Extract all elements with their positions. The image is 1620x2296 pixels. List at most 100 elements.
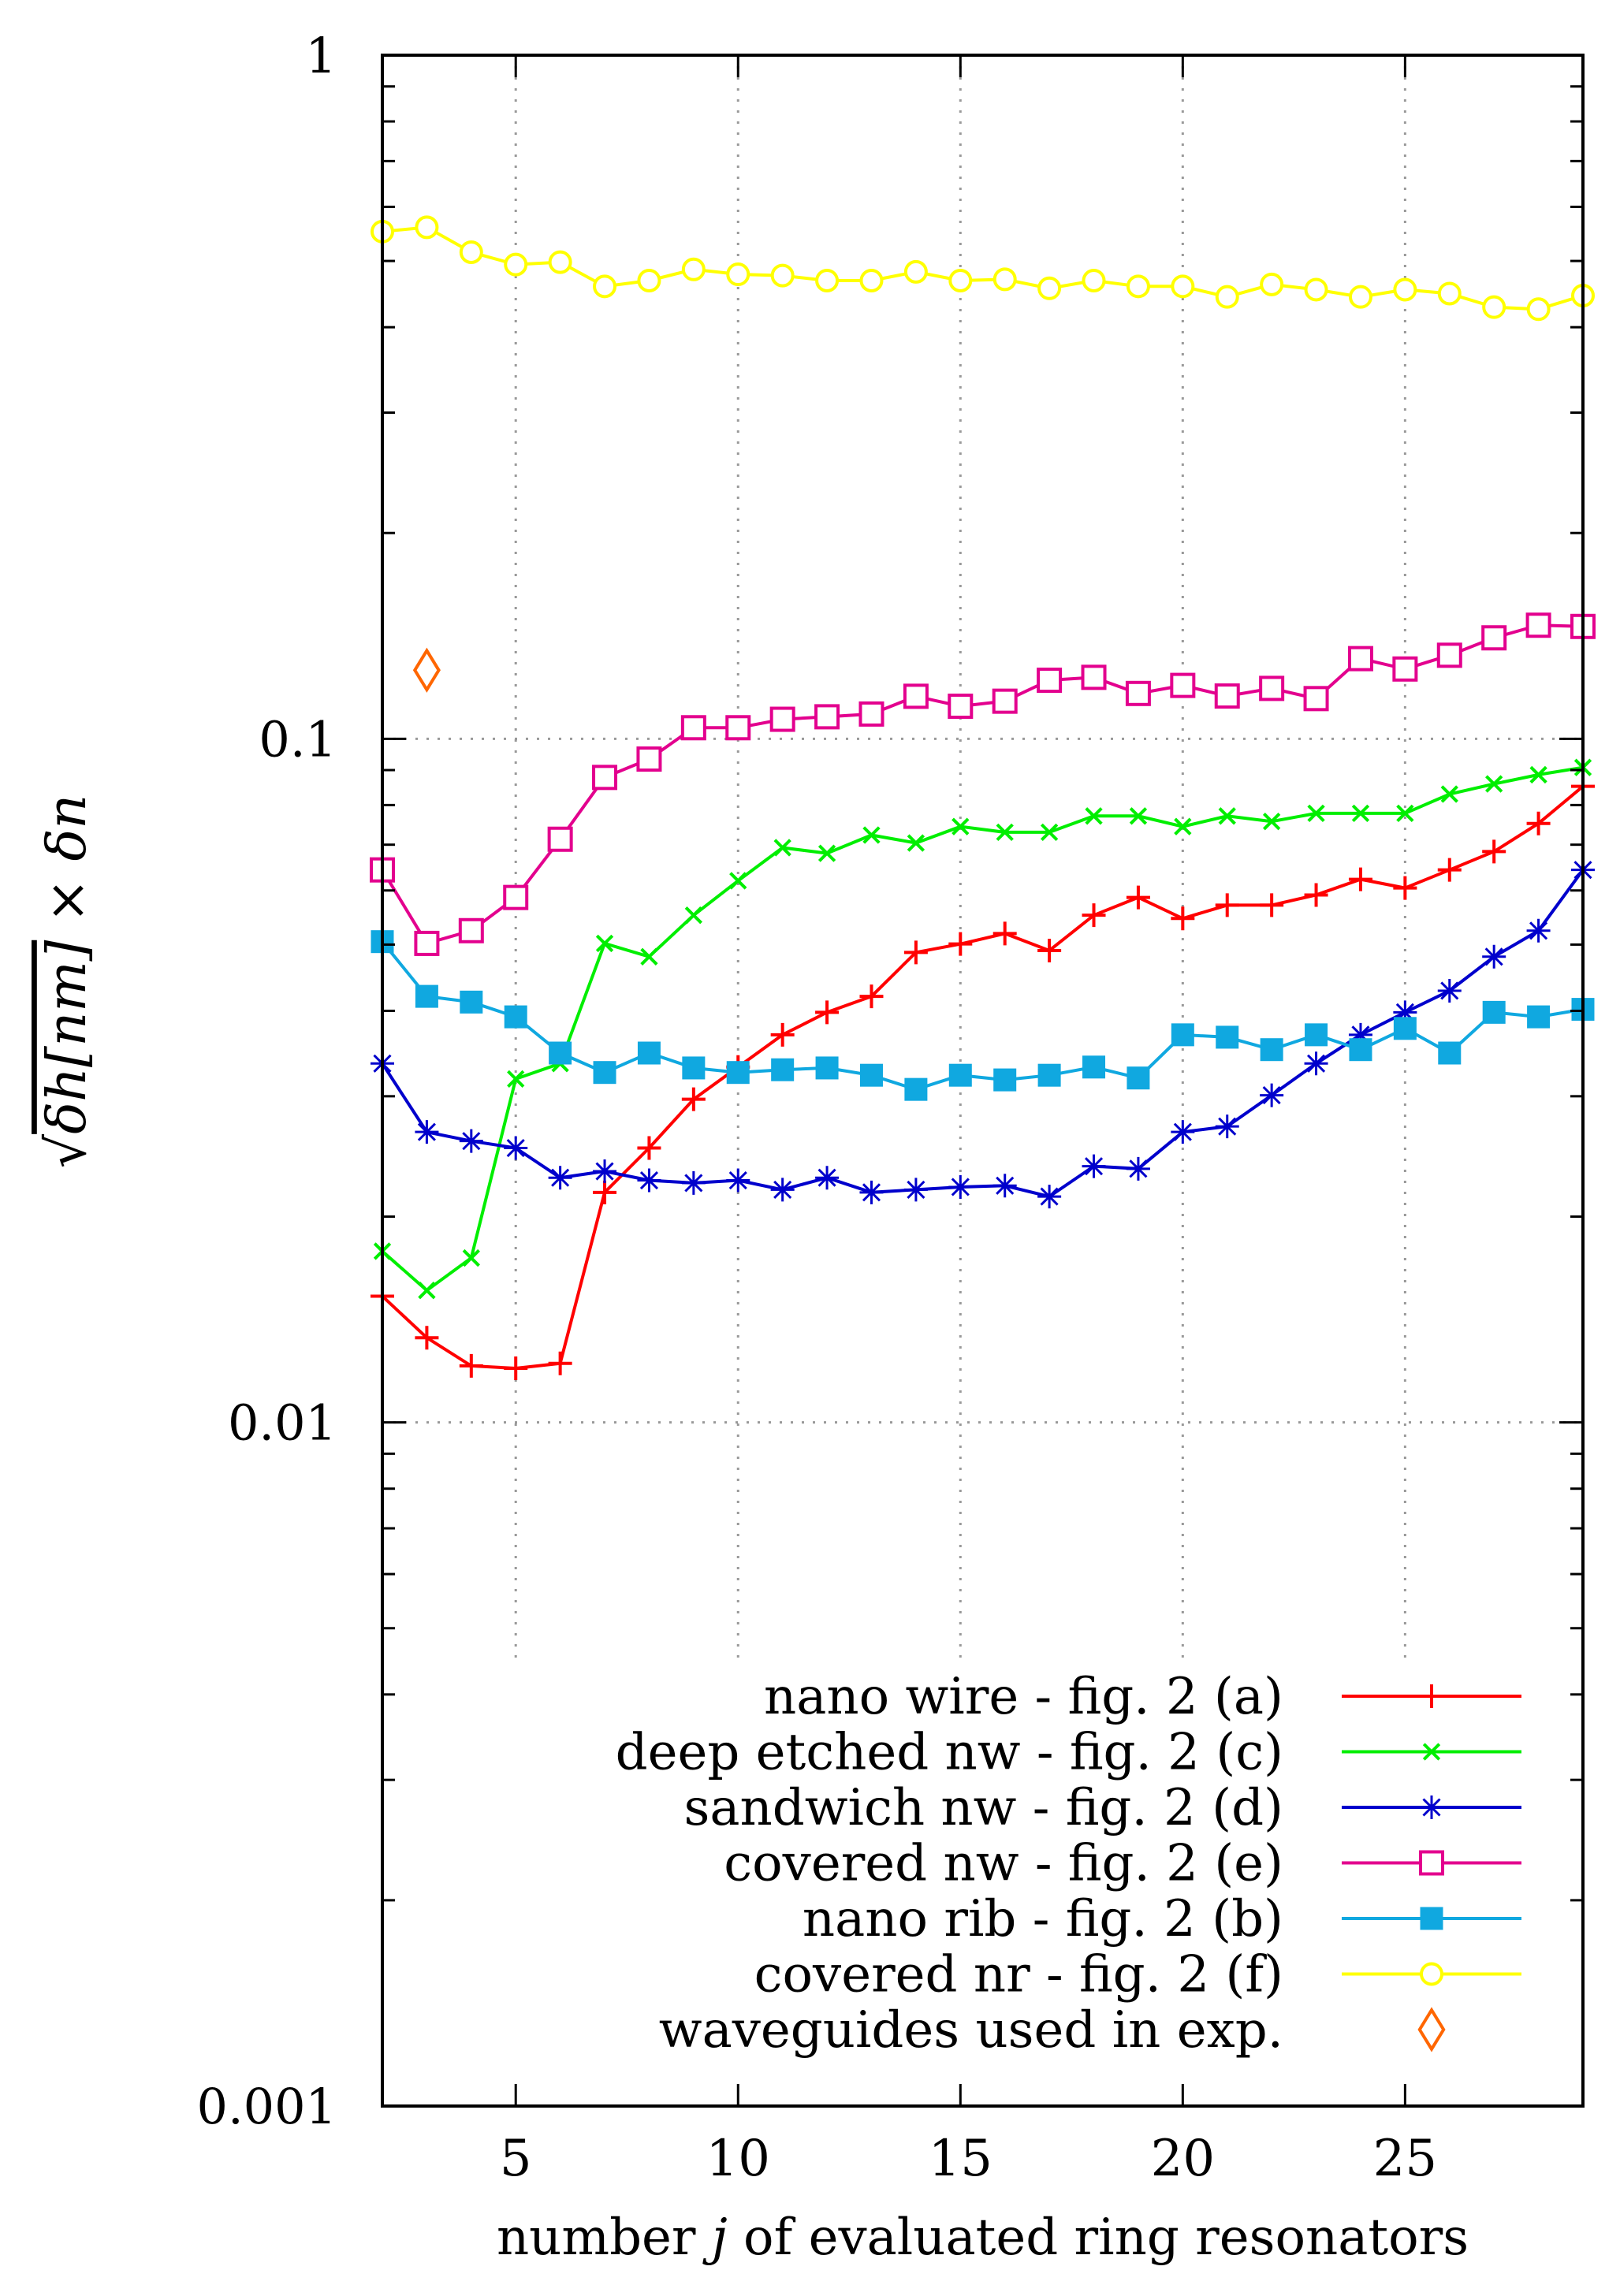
data-point [1396, 804, 1414, 823]
data-point [815, 1056, 839, 1080]
data-point [1216, 1025, 1239, 1049]
series-line [381, 785, 1585, 1371]
legend-label: waveguides used in exp. [659, 2001, 1283, 2060]
y-label-radicand: δh[nm] [36, 940, 99, 1134]
series-7 [412, 647, 441, 693]
data-point [996, 823, 1014, 842]
x-tick-label: 15 [929, 2130, 992, 2188]
y-label-operator: × [36, 861, 99, 940]
data-point [1482, 944, 1506, 969]
data-point [1082, 1154, 1106, 1178]
data-point [903, 940, 928, 965]
x-tick-label: 10 [706, 2130, 770, 2188]
legend-entry: covered nw - fig. 2 (e) [724, 1835, 1521, 1893]
series-1 [371, 774, 1595, 1380]
data-point [1437, 978, 1462, 1003]
series-line [381, 869, 1585, 1199]
legend-label: nano wire - fig. 2 (a) [764, 1668, 1283, 1726]
data-point [1417, 2007, 1446, 2052]
data-point [770, 263, 795, 288]
data-point [507, 1070, 525, 1088]
data-point [504, 252, 528, 277]
data-point [907, 834, 925, 852]
x-axis-label-part: of evaluated ring resonators [728, 2209, 1469, 2267]
data-point [952, 817, 970, 835]
plot-frame [381, 54, 1585, 2108]
data-point [415, 1120, 439, 1144]
data-point [948, 269, 973, 293]
data-point [1307, 804, 1325, 823]
data-point [1420, 1684, 1443, 1708]
y-tick-label: 1 [306, 27, 337, 84]
data-point [1348, 1022, 1372, 1047]
data-point [593, 1061, 616, 1085]
data-point [729, 872, 747, 890]
data-point [1215, 285, 1239, 309]
data-point [415, 215, 439, 240]
data-point [1393, 277, 1417, 302]
data-point [636, 746, 662, 772]
data-point [1126, 274, 1150, 299]
data-point [1527, 1005, 1551, 1029]
data-point [948, 932, 973, 956]
y-axis-label-text: √δh[nm] × δn [36, 794, 99, 1168]
data-point [548, 250, 572, 274]
legend: nano wire - fig. 2 (a)deep etched nw - f… [616, 1668, 1521, 2060]
data-point [1351, 804, 1370, 823]
data-point [1393, 1017, 1417, 1040]
series-group [370, 215, 1596, 1380]
data-point [771, 1058, 795, 1081]
x-tick-label: 25 [1373, 2130, 1437, 2188]
data-point [1305, 1023, 1328, 1047]
data-point [1259, 675, 1285, 701]
data-point [640, 947, 658, 966]
data-point [1482, 295, 1506, 319]
data-point [1214, 683, 1240, 709]
x-axis-label-part: number [497, 2209, 712, 2267]
x-axis-label: number j of evaluated ring resonators [497, 2209, 1469, 2267]
y-tick-label: 0.1 [259, 710, 337, 768]
data-point [903, 1178, 928, 1202]
data-point [1171, 1120, 1195, 1144]
data-point [1393, 876, 1417, 900]
data-point [1525, 612, 1551, 638]
x-tick-label: 5 [500, 2130, 532, 2188]
legend-entry: sandwich nw - fig. 2 (d) [684, 1779, 1521, 1837]
data-point [815, 1000, 840, 1025]
data-point [1420, 1795, 1443, 1819]
data-point [1082, 269, 1106, 293]
data-point [1526, 918, 1551, 943]
data-point [1215, 893, 1239, 917]
x-tick-label: 20 [1151, 2130, 1215, 2188]
legend-entry: nano rib - fig. 2 (b) [803, 1890, 1521, 1948]
data-point [1438, 1041, 1462, 1065]
data-point [726, 262, 750, 287]
data-point [1348, 867, 1372, 891]
data-point [1482, 1000, 1506, 1024]
data-point [637, 1041, 661, 1065]
data-point [1081, 664, 1107, 690]
legend-label: covered nr - fig. 2 (f) [754, 1946, 1283, 2004]
data-point [1170, 672, 1196, 698]
series-line [382, 225, 1584, 311]
data-point [858, 701, 884, 727]
data-point [1215, 1115, 1239, 1139]
data-point [460, 990, 483, 1014]
data-point [1129, 807, 1148, 825]
data-point [862, 826, 881, 844]
data-point [548, 1166, 572, 1190]
series-6 [371, 215, 1595, 322]
data-point [1126, 885, 1150, 910]
data-point [1348, 285, 1372, 309]
data-point [815, 269, 840, 293]
data-point [1037, 939, 1062, 963]
legend-label: nano rib - fig. 2 (b) [803, 1890, 1283, 1948]
series-line [381, 765, 1584, 1293]
data-point [682, 1056, 706, 1080]
data-point [904, 1077, 928, 1101]
data-point [459, 1353, 483, 1378]
data-point [1440, 785, 1458, 803]
data-point [1082, 903, 1106, 928]
data-point [903, 683, 929, 709]
y-label-tail: δn [36, 794, 99, 861]
